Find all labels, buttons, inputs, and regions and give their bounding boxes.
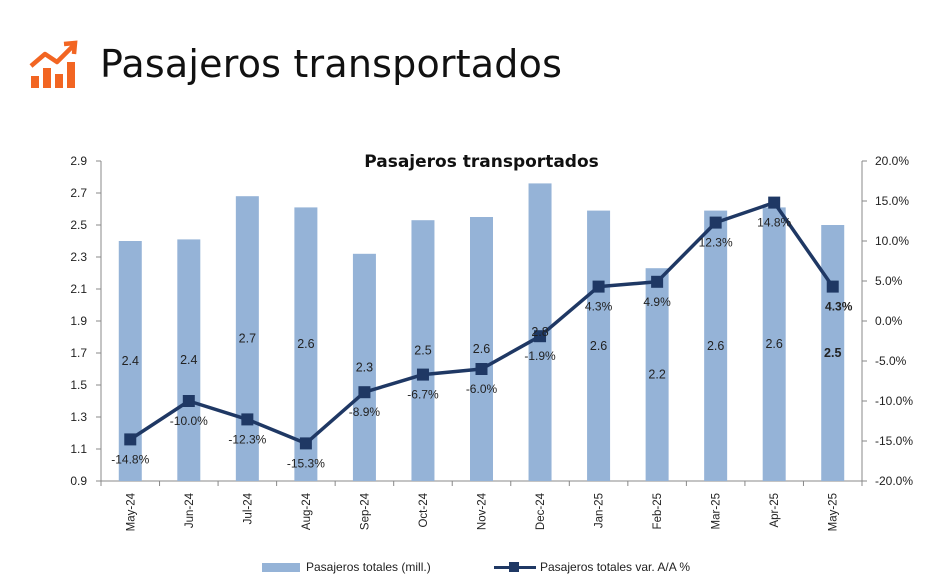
bar-data-label: 2.3: [356, 360, 373, 374]
line-data-label: -1.9%: [524, 349, 556, 363]
x-tick-label: Aug-24: [301, 492, 313, 530]
x-tick-label: Apr-25: [769, 493, 781, 528]
x-tick-label: Mar-25: [711, 493, 723, 529]
line-point: [826, 280, 839, 293]
bar-data-label: 2.5: [414, 344, 431, 358]
left-tick-label: 1.9: [70, 314, 87, 328]
line-data-label: -10.0%: [170, 414, 208, 428]
line-data-label: -14.8%: [111, 452, 149, 466]
right-tick-label: -10.0%: [875, 394, 913, 408]
x-tick-label: Nov-24: [477, 492, 489, 530]
chart-title: Pasajeros transportados: [364, 152, 599, 172]
left-tick-label: 2.7: [70, 186, 87, 200]
line-point: [651, 275, 664, 288]
bar-data-label: 2.8: [531, 325, 548, 339]
bar-data-label: 2.5: [824, 346, 841, 360]
bar-data-label: 2.7: [239, 332, 256, 346]
line-data-label: -15.3%: [287, 456, 325, 470]
page-title: Pasajeros transportados: [100, 42, 563, 86]
x-tick-label: May-25: [828, 493, 840, 531]
left-tick-label: 1.3: [70, 410, 87, 424]
bar: [294, 207, 318, 481]
bar: [235, 196, 259, 481]
chart-legend: Pasajeros totales (mill.) Pasajeros tota…: [0, 560, 932, 580]
left-tick-label: 2.3: [70, 250, 87, 264]
legend-label-line: Pasajeros totales var. A/A %: [540, 560, 691, 574]
legend-label-bars: Pasajeros totales (mill.): [306, 560, 431, 574]
x-tick-label: Jan-25: [594, 493, 606, 528]
line-data-label: -6.0%: [466, 382, 498, 396]
line-point: [182, 395, 195, 407]
left-tick-label: 0.9: [70, 474, 87, 488]
bar-data-label: 2.6: [707, 339, 724, 353]
x-tick-label: Jun-24: [184, 492, 196, 528]
bar-data-label: 2.6: [765, 337, 782, 351]
x-tick-label: Jul-24: [242, 492, 254, 524]
bar: [762, 207, 786, 481]
line-point: [358, 386, 371, 399]
right-tick-label: -5.0%: [875, 354, 907, 368]
bar: [587, 210, 611, 481]
line-data-label: 4.3%: [585, 300, 613, 314]
line-data-label: -6.7%: [407, 388, 439, 402]
legend-bar-swatch: [262, 562, 300, 572]
right-tick-label: 5.0%: [875, 274, 903, 288]
right-tick-label: -15.0%: [875, 434, 913, 448]
bar: [645, 268, 669, 481]
line-point: [241, 413, 254, 426]
bar-data-label: 2.2: [648, 368, 665, 382]
right-tick-label: 15.0%: [875, 194, 909, 208]
line-point: [124, 433, 137, 446]
line-point: [534, 330, 547, 343]
line-data-label: 4.9%: [643, 295, 671, 309]
line-point: [768, 196, 781, 209]
bar: [177, 239, 201, 481]
bar: [352, 253, 376, 481]
bar: [704, 210, 728, 481]
bar-data-label: 2.6: [590, 339, 607, 353]
left-tick-label: 2.9: [70, 154, 87, 168]
legend-item-bars: Pasajeros totales (mill.): [262, 560, 431, 574]
x-tick-label: Feb-25: [652, 493, 664, 529]
line-data-label: 12.3%: [699, 236, 733, 250]
left-tick-label: 1.7: [70, 346, 87, 360]
growth-chart-icon: [29, 40, 78, 88]
line-point: [475, 363, 488, 375]
page-header: Pasajeros transportados: [28, 36, 562, 92]
right-tick-label: 0.0%: [875, 314, 903, 328]
x-tick-label: Oct-24: [418, 492, 430, 527]
bar: [118, 241, 142, 481]
bar-data-label: 2.4: [180, 353, 197, 367]
left-tick-label: 1.1: [70, 442, 87, 456]
bar-data-label: 2.6: [297, 337, 314, 351]
legend-line-swatch: [494, 561, 536, 572]
legend-item-line: Pasajeros totales var. A/A %: [494, 560, 690, 574]
left-tick-label: 2.5: [70, 218, 87, 232]
right-tick-label: -20.0%: [875, 474, 913, 488]
left-tick-label: 2.1: [70, 282, 87, 296]
x-tick-label: May-24: [125, 492, 137, 531]
line-point: [592, 280, 605, 293]
line-data-label: -12.3%: [228, 432, 266, 446]
line-data-label: -8.9%: [349, 405, 381, 419]
right-tick-label: 20.0%: [875, 154, 909, 168]
bar: [411, 220, 435, 481]
bar: [470, 217, 493, 481]
left-tick-label: 1.5: [70, 378, 87, 392]
x-tick-label: Sep-24: [359, 492, 371, 530]
line-point: [709, 216, 722, 229]
line-point: [299, 437, 312, 450]
line-data-label: 4.3%: [825, 300, 853, 314]
right-tick-label: 10.0%: [875, 234, 909, 248]
x-tick-label: Dec-24: [535, 492, 547, 530]
bar-data-label: 2.4: [122, 354, 139, 368]
line-point: [416, 368, 429, 381]
line-data-label: 14.8%: [757, 216, 791, 230]
bar-data-label: 2.6: [473, 342, 490, 356]
